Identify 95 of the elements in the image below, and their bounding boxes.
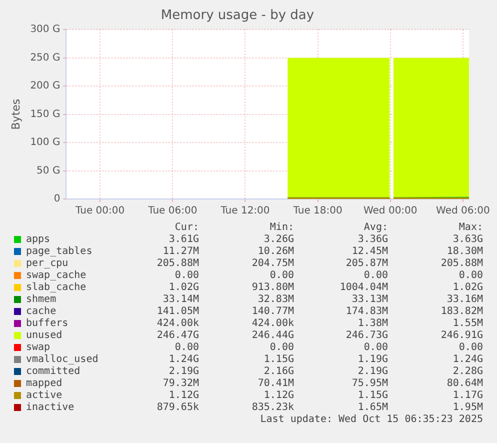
legend-label: mapped [26, 378, 62, 390]
text: 1.17G [452, 390, 483, 402]
text: 79.32M [162, 378, 199, 390]
y-tick-label: 250 G [30, 52, 60, 64]
text: 18.30M [446, 246, 483, 258]
text: 1.15G [356, 390, 388, 402]
text: 1.15G [262, 354, 294, 366]
text: 205.88M [440, 258, 483, 270]
text: 204.75M [250, 258, 294, 270]
text: 1.65M [356, 402, 388, 414]
text: 3.36G [356, 234, 388, 246]
legend-label: vmalloc_used [26, 354, 98, 366]
text: 913.80M [250, 282, 294, 294]
text: 1.02G [452, 282, 483, 294]
text: 0.00 [268, 342, 294, 354]
x-tick-label: Tue 06:00 [147, 206, 198, 217]
text: 3.63G [452, 234, 483, 246]
text: 246.91G [440, 330, 483, 342]
text: 11.27M [162, 246, 199, 258]
text: 0.00 [174, 342, 199, 354]
text: 10.26M [256, 246, 294, 258]
text: 2.19G [168, 366, 199, 378]
x-tick-label: Tue 18:00 [292, 206, 342, 217]
text: 205.87M [344, 258, 388, 270]
legend-label: cache [26, 306, 56, 318]
legend-label: buffers [26, 318, 68, 330]
text: 246.44G [250, 330, 294, 342]
text: 0.00 [268, 270, 294, 282]
text: 205.88M [156, 258, 199, 270]
text: 140.77M [250, 306, 294, 318]
text: 835.23k [250, 402, 294, 414]
chart-title: Memory usage - by day [160, 8, 314, 24]
text: 246.73G [344, 330, 388, 342]
text: 246.47G [156, 330, 199, 342]
y-axis-title: Bytes [9, 98, 22, 130]
text: 1.24G [452, 354, 483, 366]
text: 879.65k [156, 402, 199, 414]
x-tick-label: Tue 00:00 [74, 206, 125, 217]
text: 3.61G [168, 234, 199, 246]
text: Last update: Wed Oct 15 06:35:23 2025 [259, 414, 484, 426]
y-tick-label: 0 [54, 194, 60, 205]
y-tick-label: 50 G [36, 165, 60, 176]
text: 1.95M [452, 402, 483, 414]
text: 12.45M [350, 246, 388, 258]
legend-label: per_cpu [26, 258, 68, 270]
legend-label: inactive [26, 402, 74, 414]
text: Max: [458, 222, 483, 234]
text: 0.00 [362, 342, 388, 354]
text: 141.05M [156, 306, 199, 318]
legend-label: shmem [26, 294, 56, 306]
text: 0.00 [458, 342, 483, 354]
text: 183.82M [440, 306, 483, 318]
text: 80.64M [446, 378, 483, 390]
text: 32.83M [256, 294, 294, 306]
legend-label: active [26, 390, 62, 402]
text: 33.16M [446, 294, 483, 306]
text: 0.00 [458, 270, 483, 282]
text: 33.14M [162, 294, 199, 306]
text: 1.19G [356, 354, 388, 366]
text: 0.00 [174, 270, 199, 282]
text: 1.55M [452, 318, 483, 330]
text: 1.12G [168, 390, 199, 402]
y-tick-label: 300 G [30, 24, 60, 36]
text: Cur: [174, 222, 199, 234]
text: 174.83M [344, 306, 388, 318]
text: Min: [268, 222, 294, 234]
x-tick-label: Wed 00:00 [363, 206, 418, 217]
x-tick-label: Tue 12:00 [220, 206, 270, 217]
text: Avg: [362, 222, 388, 234]
text: 2.19G [356, 366, 388, 378]
legend-label: page_tables [26, 246, 92, 258]
text: 1.02G [168, 282, 199, 294]
text: 2.28G [452, 366, 483, 378]
text: 1.24G [168, 354, 199, 366]
legend-label: swap [26, 342, 50, 354]
text: 33.13M [350, 294, 388, 306]
text: 75.95M [350, 378, 388, 390]
text: 1004.04M [338, 282, 388, 294]
legend-label: committed [26, 366, 80, 378]
text: 2.16G [262, 366, 294, 378]
legend-label: unused [26, 330, 62, 342]
text: 70.41M [256, 378, 294, 390]
legend-label: swap_cache [26, 270, 86, 282]
y-tick-label: 150 G [30, 108, 60, 120]
y-tick-label: 200 G [30, 80, 60, 92]
legend-label: slab_cache [26, 282, 86, 294]
text: 424.00k [156, 318, 199, 330]
text: 0.00 [362, 270, 388, 282]
text: 3.26G [262, 234, 294, 246]
y-tick-label: 100 G [30, 137, 60, 148]
legend-label: apps [26, 234, 50, 246]
text: 1.12G [262, 390, 294, 402]
x-tick-label: Wed 06:00 [436, 206, 490, 217]
text: 424.00k [250, 318, 294, 330]
text: 1.38M [356, 318, 388, 330]
